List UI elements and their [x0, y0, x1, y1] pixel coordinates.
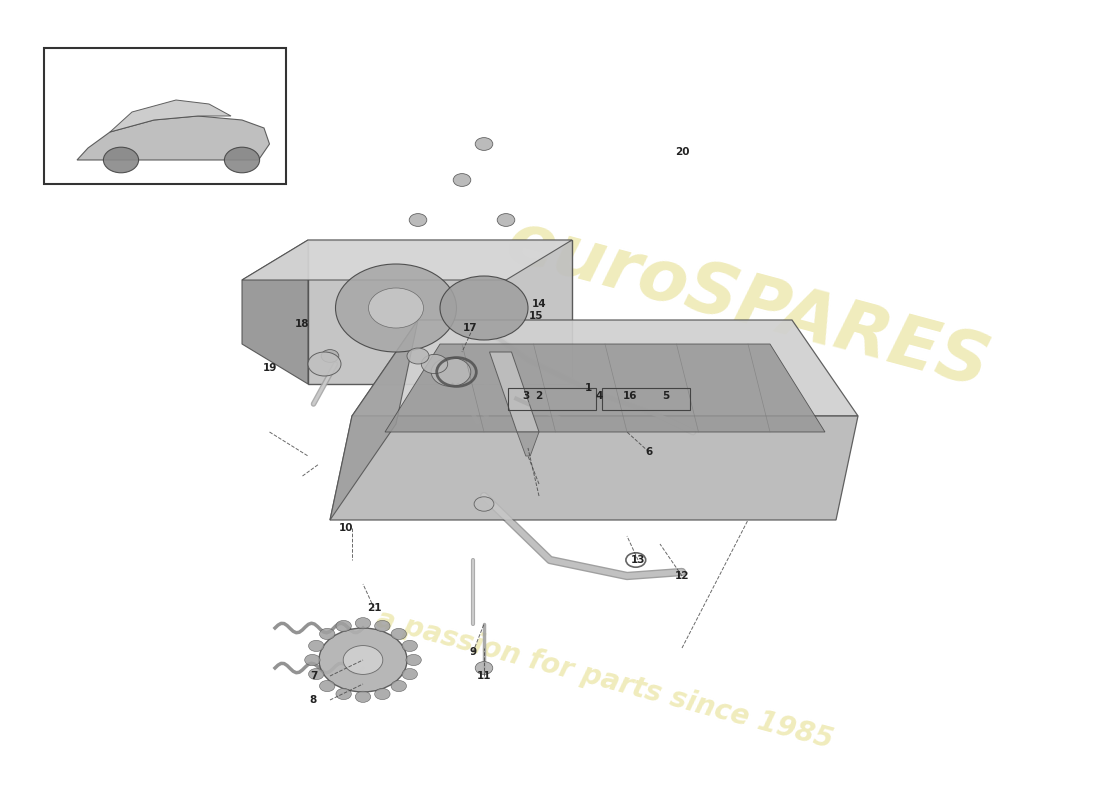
Text: 6: 6 [646, 447, 652, 457]
Text: 9: 9 [470, 647, 476, 657]
Circle shape [336, 688, 351, 699]
Circle shape [475, 662, 493, 674]
Polygon shape [330, 320, 418, 520]
Text: 1: 1 [585, 383, 592, 393]
Polygon shape [77, 116, 270, 160]
Circle shape [474, 497, 494, 511]
Bar [508, 388, 596, 410]
Text: 14: 14 [531, 299, 547, 309]
Polygon shape [330, 416, 858, 520]
Circle shape [319, 681, 334, 692]
Circle shape [392, 681, 407, 692]
Bar [44, 48, 286, 184]
Circle shape [375, 688, 390, 699]
Circle shape [368, 288, 424, 328]
Circle shape [319, 628, 407, 692]
Circle shape [224, 147, 260, 173]
Circle shape [309, 669, 324, 680]
Text: euroSPARES: euroSPARES [499, 206, 997, 402]
Polygon shape [352, 320, 858, 416]
Circle shape [421, 354, 448, 374]
Circle shape [497, 214, 515, 226]
Text: 18: 18 [295, 319, 310, 329]
Circle shape [440, 276, 528, 340]
Polygon shape [517, 432, 539, 456]
Text: 15: 15 [528, 311, 543, 321]
Text: 12: 12 [674, 571, 690, 581]
Circle shape [343, 646, 383, 674]
Circle shape [309, 640, 324, 651]
Polygon shape [242, 240, 308, 384]
Circle shape [355, 691, 371, 702]
Circle shape [319, 628, 334, 639]
Circle shape [453, 174, 471, 186]
Text: 4: 4 [596, 391, 603, 401]
Text: a passion for parts since 1985: a passion for parts since 1985 [374, 606, 836, 754]
Text: 19: 19 [262, 363, 277, 373]
Polygon shape [490, 352, 539, 432]
Text: 3: 3 [522, 391, 529, 401]
Text: 16: 16 [623, 391, 638, 401]
Circle shape [431, 358, 471, 386]
Circle shape [407, 348, 429, 364]
Polygon shape [110, 100, 231, 132]
Circle shape [402, 669, 417, 680]
Circle shape [392, 628, 407, 639]
Circle shape [308, 352, 341, 376]
Circle shape [336, 264, 456, 352]
Circle shape [406, 654, 421, 666]
Circle shape [103, 147, 139, 173]
Circle shape [355, 618, 371, 629]
Text: 21: 21 [366, 603, 382, 613]
Text: 11: 11 [476, 671, 492, 681]
Polygon shape [385, 344, 825, 432]
Text: 8: 8 [310, 695, 317, 705]
Circle shape [402, 640, 417, 651]
Circle shape [321, 350, 339, 362]
Circle shape [375, 621, 390, 632]
Text: 17: 17 [462, 323, 477, 333]
Text: 20: 20 [674, 147, 690, 157]
Bar [602, 388, 690, 410]
Text: 13: 13 [630, 555, 646, 565]
Text: 2: 2 [536, 391, 542, 401]
Text: 5: 5 [662, 391, 669, 401]
Polygon shape [308, 240, 572, 384]
Text: 7: 7 [310, 671, 317, 681]
Circle shape [305, 654, 320, 666]
Circle shape [336, 621, 351, 632]
Circle shape [475, 138, 493, 150]
Polygon shape [242, 240, 572, 280]
Circle shape [409, 214, 427, 226]
Text: 10: 10 [339, 523, 354, 533]
